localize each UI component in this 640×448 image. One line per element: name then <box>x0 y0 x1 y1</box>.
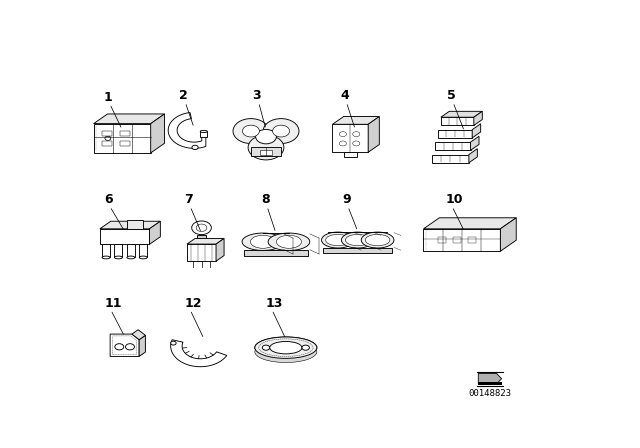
Polygon shape <box>323 248 392 253</box>
Polygon shape <box>127 220 143 229</box>
Text: 4: 4 <box>340 89 349 102</box>
Polygon shape <box>332 124 368 152</box>
Polygon shape <box>216 238 224 261</box>
Text: 1: 1 <box>104 91 113 104</box>
Circle shape <box>339 141 346 146</box>
Polygon shape <box>187 244 216 261</box>
Polygon shape <box>268 233 310 250</box>
Circle shape <box>115 344 124 350</box>
Polygon shape <box>344 152 357 157</box>
Polygon shape <box>321 232 355 248</box>
Ellipse shape <box>255 341 317 362</box>
Polygon shape <box>93 114 164 124</box>
Polygon shape <box>242 233 284 250</box>
Text: 12: 12 <box>184 297 202 310</box>
Circle shape <box>248 135 284 160</box>
Polygon shape <box>435 142 470 151</box>
Polygon shape <box>468 237 476 243</box>
Circle shape <box>263 119 299 143</box>
Polygon shape <box>150 114 164 153</box>
Text: 10: 10 <box>446 193 463 206</box>
Polygon shape <box>500 218 516 251</box>
Ellipse shape <box>200 130 207 133</box>
Circle shape <box>353 132 360 137</box>
Polygon shape <box>100 221 161 229</box>
Polygon shape <box>424 218 516 229</box>
Text: 6: 6 <box>104 193 113 206</box>
Polygon shape <box>187 238 224 244</box>
Text: 13: 13 <box>266 297 284 310</box>
Polygon shape <box>368 116 380 152</box>
Text: 00148823: 00148823 <box>468 389 511 398</box>
Ellipse shape <box>255 337 317 358</box>
Polygon shape <box>110 334 139 357</box>
Circle shape <box>196 224 207 232</box>
Polygon shape <box>132 330 145 340</box>
Circle shape <box>302 345 309 350</box>
Polygon shape <box>197 235 206 245</box>
Ellipse shape <box>115 256 122 259</box>
Polygon shape <box>168 112 206 148</box>
Circle shape <box>353 141 360 146</box>
Ellipse shape <box>102 256 110 259</box>
Polygon shape <box>472 124 481 138</box>
Polygon shape <box>127 244 135 258</box>
Polygon shape <box>115 244 122 258</box>
Circle shape <box>255 129 276 144</box>
Ellipse shape <box>140 256 147 259</box>
Circle shape <box>171 341 176 345</box>
Polygon shape <box>332 116 380 124</box>
Polygon shape <box>470 136 479 151</box>
Circle shape <box>273 125 289 137</box>
Text: 5: 5 <box>447 89 456 102</box>
Polygon shape <box>441 111 483 117</box>
Polygon shape <box>200 131 207 137</box>
Ellipse shape <box>346 234 370 246</box>
Polygon shape <box>478 374 502 384</box>
Circle shape <box>243 125 259 137</box>
Polygon shape <box>171 340 227 367</box>
Circle shape <box>192 145 198 150</box>
Polygon shape <box>361 232 394 248</box>
Circle shape <box>125 344 134 350</box>
Polygon shape <box>424 229 500 251</box>
Polygon shape <box>474 111 483 125</box>
Circle shape <box>233 119 269 143</box>
Polygon shape <box>431 155 469 163</box>
Polygon shape <box>469 149 477 163</box>
Circle shape <box>339 132 346 137</box>
Ellipse shape <box>276 235 301 248</box>
Ellipse shape <box>365 234 390 246</box>
Ellipse shape <box>250 235 275 248</box>
Polygon shape <box>341 232 374 248</box>
Text: 8: 8 <box>261 193 269 206</box>
Ellipse shape <box>326 234 350 246</box>
Polygon shape <box>260 150 271 155</box>
Polygon shape <box>478 382 502 385</box>
Polygon shape <box>140 244 147 258</box>
Polygon shape <box>150 221 161 244</box>
Polygon shape <box>93 124 150 153</box>
Polygon shape <box>244 250 308 256</box>
Polygon shape <box>139 335 145 357</box>
Polygon shape <box>100 229 150 244</box>
Ellipse shape <box>127 256 135 259</box>
Circle shape <box>192 221 211 235</box>
Polygon shape <box>438 237 446 243</box>
Ellipse shape <box>269 341 302 354</box>
Text: 11: 11 <box>105 297 122 310</box>
Text: 7: 7 <box>184 193 193 206</box>
Text: 9: 9 <box>342 193 351 206</box>
Polygon shape <box>102 244 110 258</box>
Text: 3: 3 <box>253 89 261 102</box>
Polygon shape <box>251 147 281 156</box>
Polygon shape <box>453 237 461 243</box>
Polygon shape <box>438 129 472 138</box>
Circle shape <box>262 345 269 350</box>
Ellipse shape <box>255 337 317 358</box>
Text: 2: 2 <box>179 89 188 102</box>
Polygon shape <box>441 117 474 125</box>
